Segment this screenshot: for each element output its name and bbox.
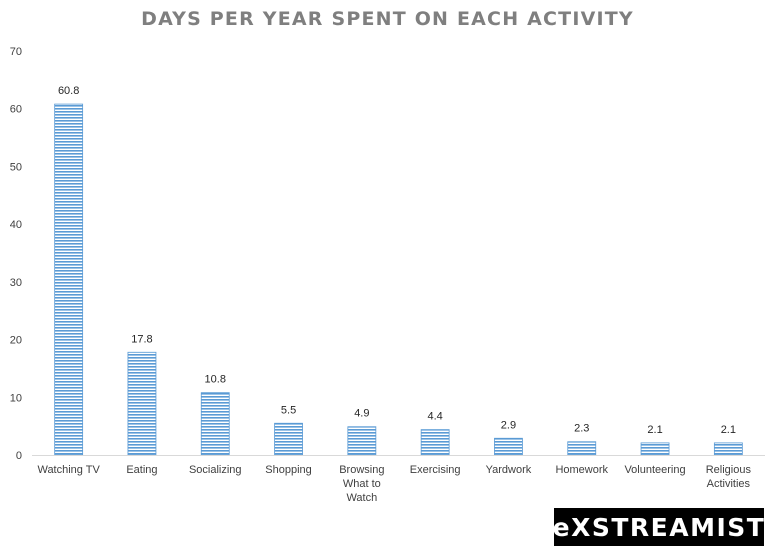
bar xyxy=(200,392,230,456)
category-label: Religious xyxy=(706,464,752,476)
category-label: Watch xyxy=(346,492,377,504)
bar xyxy=(274,422,303,456)
y-tick-label: 0 xyxy=(16,450,22,462)
category-label: Yardwork xyxy=(486,464,532,476)
data-label: 17.8 xyxy=(131,333,152,345)
data-label: 5.5 xyxy=(281,404,296,416)
data-label: 2.1 xyxy=(647,424,662,436)
category-label: Homework xyxy=(555,464,608,476)
chart-title: DAYS PER YEAR SPENT ON EACH ACTIVITY xyxy=(141,8,634,30)
y-tick-label: 20 xyxy=(10,335,22,347)
category-label: What to xyxy=(343,478,381,490)
data-label: 4.4 xyxy=(428,411,443,423)
data-label: 10.8 xyxy=(205,374,226,386)
y-tick-label: 50 xyxy=(10,161,22,173)
category-label: Shopping xyxy=(265,464,312,476)
data-label: 2.9 xyxy=(501,419,516,431)
category-label: Socializing xyxy=(189,464,242,476)
data-label: 2.3 xyxy=(574,423,589,435)
bars xyxy=(54,103,743,456)
data-label: 2.1 xyxy=(721,424,736,436)
category-label: Eating xyxy=(126,464,157,476)
y-tick-label: 30 xyxy=(10,277,22,289)
data-label: 4.9 xyxy=(354,408,369,420)
y-tick-label: 70 xyxy=(10,46,22,58)
y-tick-label: 10 xyxy=(10,392,22,404)
bar xyxy=(127,351,157,456)
bar xyxy=(713,442,743,456)
bar xyxy=(640,442,670,456)
category-label: Volunteering xyxy=(624,464,685,476)
y-axis-ticks: 0 10 20 30 40 50 60 70 xyxy=(10,46,22,462)
bar xyxy=(347,426,377,456)
data-label: 60.8 xyxy=(58,85,79,97)
y-tick-label: 60 xyxy=(10,104,22,116)
exstreamist-logo: eXSTREAMIST xyxy=(553,508,764,546)
y-tick-label: 40 xyxy=(10,219,22,231)
bar xyxy=(420,429,450,456)
bar xyxy=(54,103,84,456)
category-label: Exercising xyxy=(410,464,461,476)
category-label: Watching TV xyxy=(37,464,100,476)
data-labels: 60.8 17.8 10.8 5.5 4.9 4.4 2.9 2.3 2.1 2.1 xyxy=(58,85,736,436)
category-label: Activities xyxy=(707,478,751,490)
bar xyxy=(567,441,597,456)
bar xyxy=(494,437,523,456)
category-label: Browsing xyxy=(339,464,384,476)
category-labels: Watching TV Eating Socializing Shopping Brow… xyxy=(37,464,751,504)
